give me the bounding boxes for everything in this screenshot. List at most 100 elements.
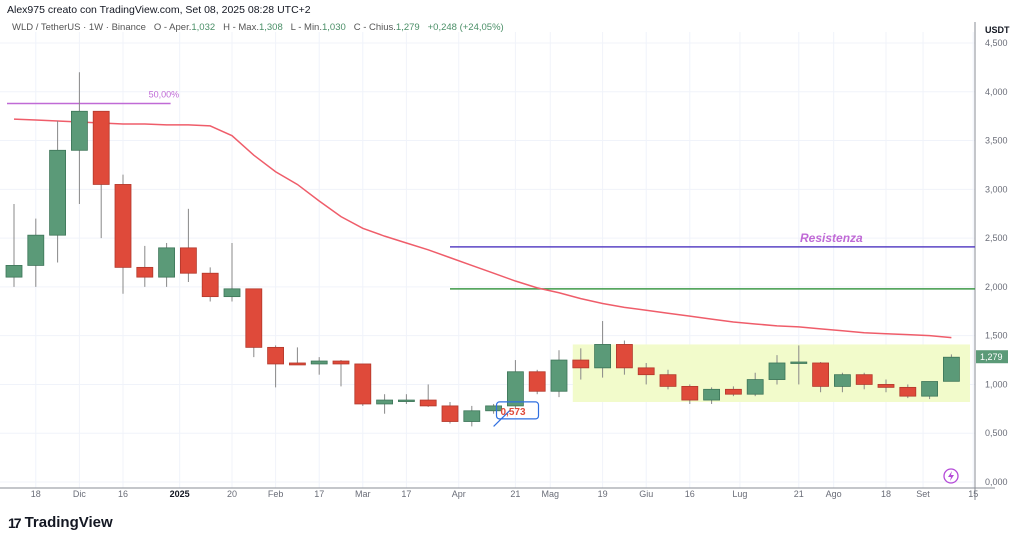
candle-body: [572, 359, 590, 369]
candle-body: [201, 272, 219, 298]
resistance-label: Resistenza: [800, 231, 863, 245]
x-tick-label: Lug: [732, 489, 747, 499]
candle-body: [5, 265, 23, 278]
y-tick-label: 3,000: [985, 184, 1008, 194]
candle-body: [376, 399, 394, 405]
candle-body: [223, 288, 241, 298]
annotation-label: 0,573: [501, 407, 526, 418]
annotation-box: [495, 401, 540, 420]
lightning-glyph: [948, 471, 954, 481]
candle-body: [681, 385, 699, 401]
candle-body: [834, 374, 851, 387]
open-label: O - Aper.: [153, 22, 192, 33]
candle-body: [550, 359, 568, 392]
chart-credit: Alex975 creato con TradingView.com, Set …: [7, 4, 311, 16]
candle-body: [594, 344, 611, 369]
moving-average-line: [13, 118, 952, 339]
price-chart[interactable]: 0,000 0,500 1,000 1,500 2,000 2,500 3,000 3,500…: [0, 0, 1024, 510]
x-tick-label: Ago: [826, 489, 842, 499]
x-tick-label: 17: [401, 489, 411, 499]
candle-body: [506, 371, 524, 407]
candle-body: [637, 367, 655, 376]
y-tick-label: 4,500: [985, 38, 1008, 48]
x-tick-label: 17: [314, 489, 324, 499]
x-tick-label: 21: [510, 489, 520, 499]
tradingview-logo[interactable]: 17 TradingView: [8, 514, 113, 531]
candle-body: [71, 110, 88, 151]
candle-body: [114, 184, 132, 268]
candle-body: [397, 399, 415, 402]
x-tick-label: Set: [916, 489, 930, 499]
high-label: H - Max.: [223, 22, 259, 33]
candle-body: [725, 388, 742, 395]
x-tick-label: Dic: [73, 489, 86, 499]
low-value: 1,030: [321, 22, 346, 33]
x-tick-label: 16: [685, 489, 695, 499]
candle-body: [746, 379, 764, 395]
candle-body: [49, 149, 66, 236]
candle-body: [812, 362, 829, 387]
candle-body: [136, 266, 154, 278]
candle-body: [943, 356, 960, 382]
last-price-label: 1,279: [980, 352, 1003, 362]
close-value: 1,279: [395, 22, 420, 33]
symbol-legend: WLD / TetherUS · 1W · Binance O - Aper.1…: [12, 22, 504, 33]
lightning-icon[interactable]: [943, 468, 959, 484]
candle-body: [616, 344, 633, 369]
candle-body: [267, 346, 285, 365]
close-label: C - Chius.: [353, 22, 396, 33]
candle-body: [245, 288, 263, 348]
candle-body: [179, 247, 197, 274]
symbol-name[interactable]: WLD / TetherUS · 1W · Binance: [12, 22, 146, 33]
candle-body: [528, 371, 546, 392]
candle-body: [921, 381, 938, 397]
change-value: +0,248 (+24,05%): [427, 22, 504, 33]
currency-label: USDT: [985, 25, 1010, 35]
candle-body: [354, 363, 372, 405]
x-tick-label: Mag: [542, 489, 560, 499]
x-tick-label: Apr: [452, 489, 466, 499]
x-tick-label: 15: [968, 489, 978, 499]
annotation-pointer: [493, 409, 511, 427]
fib-50-label: 50,00%: [149, 89, 180, 99]
x-tick-label: 18: [881, 489, 891, 499]
x-tick-label: 20: [227, 489, 237, 499]
x-tick-label: 2025: [170, 489, 190, 499]
low-label: L - Min.: [290, 22, 322, 33]
candle-body: [310, 360, 328, 365]
candle-body: [855, 374, 873, 385]
candle-body: [288, 362, 306, 366]
x-tick-label: Feb: [268, 489, 284, 499]
last-price-badge: [976, 350, 1008, 364]
candle-body: [27, 234, 45, 266]
y-tick-label: 0,000: [985, 477, 1008, 487]
candle-body: [659, 374, 677, 387]
y-tick-label: 3,500: [985, 136, 1008, 146]
x-tick-label: 18: [31, 489, 41, 499]
candle-body: [768, 362, 786, 380]
y-tick-label: 1,000: [985, 379, 1008, 389]
y-tick-label: 2,000: [985, 282, 1008, 292]
x-tick-label: 16: [118, 489, 128, 499]
candle-body: [419, 399, 437, 407]
candle-body: [158, 247, 176, 278]
candle-body: [790, 361, 808, 364]
candle-body: [899, 386, 917, 397]
x-tick-label: Giu: [639, 489, 653, 499]
y-tick-label: 4,000: [985, 87, 1008, 97]
tradingview-logo-icon: 17: [8, 514, 22, 531]
candle-body: [877, 384, 895, 388]
candle-body: [703, 388, 720, 401]
x-tick-label: 19: [598, 489, 608, 499]
candle-body: [332, 360, 350, 365]
candle-body: [485, 405, 503, 412]
x-tick-label: Mar: [355, 489, 371, 499]
open-value: 1,032: [191, 22, 216, 33]
candle-body: [463, 410, 481, 422]
y-tick-label: 0,500: [985, 428, 1008, 438]
y-tick-label: 1,500: [985, 331, 1008, 341]
x-tick-label: 21: [794, 489, 804, 499]
logo-text: TradingView: [24, 514, 113, 531]
candle-body: [92, 110, 110, 185]
y-tick-label: 2,500: [985, 233, 1008, 243]
